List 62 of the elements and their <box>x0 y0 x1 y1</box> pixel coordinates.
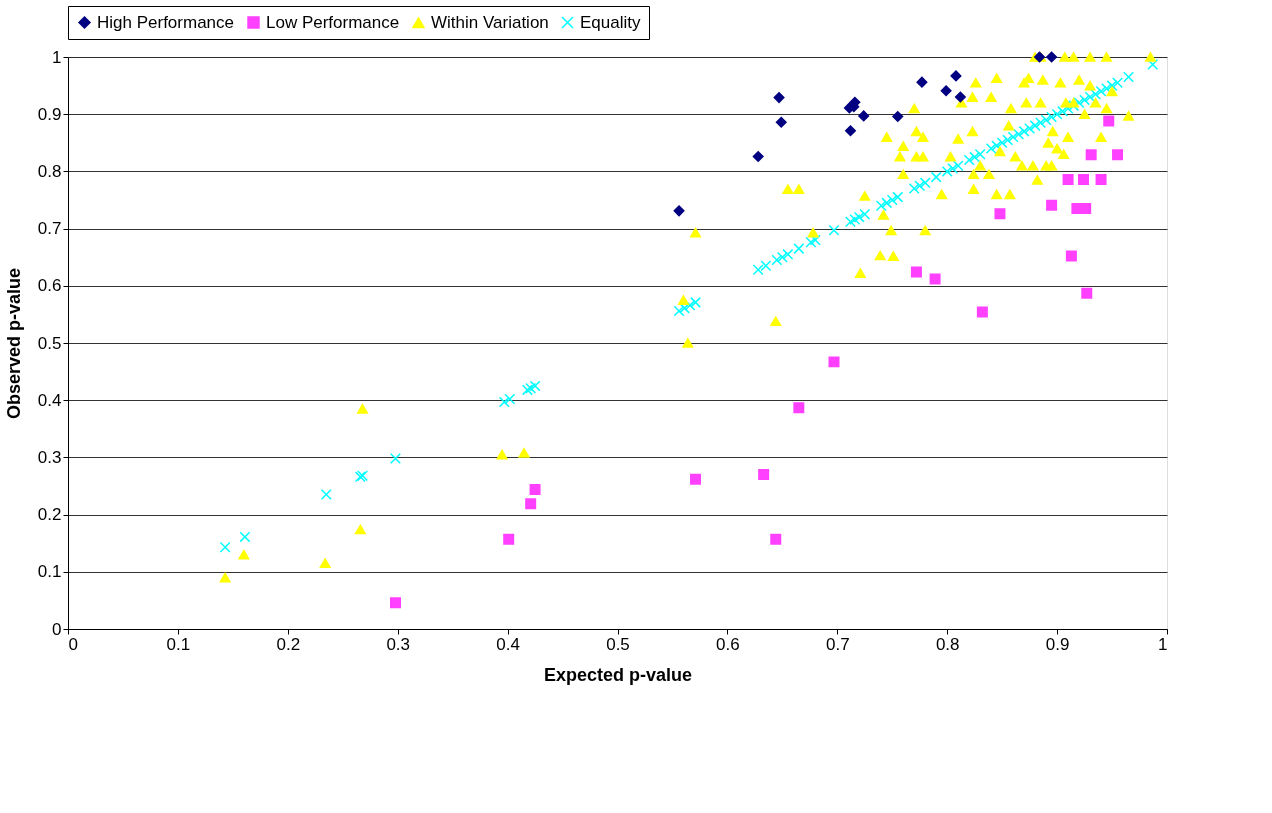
point <box>793 402 805 414</box>
point <box>1103 115 1115 127</box>
point <box>752 151 764 163</box>
legend-label: Low Performance <box>266 12 400 32</box>
point <box>529 483 541 495</box>
y-tick-label: 0.3 <box>37 447 62 467</box>
x-tick-label: 0.1 <box>166 634 191 654</box>
point <box>1095 173 1107 185</box>
point <box>950 70 962 82</box>
point <box>940 85 952 97</box>
point <box>1077 173 1089 185</box>
y-tick-label: 0.6 <box>37 276 62 296</box>
point <box>844 125 856 137</box>
y-tick-label: 0.4 <box>37 390 62 410</box>
point <box>976 306 988 318</box>
y-tick-label: 0.8 <box>37 161 62 181</box>
point <box>1085 149 1097 161</box>
point <box>892 110 904 122</box>
x-tick-label: 0.4 <box>496 634 520 654</box>
x-tick-label: 0.9 <box>1045 634 1070 654</box>
point <box>828 356 840 368</box>
y-tick-label: 0.1 <box>37 562 62 582</box>
point <box>503 533 515 545</box>
x-tick-label: 0.5 <box>606 634 630 654</box>
x-tick-label: 1 <box>1158 634 1168 654</box>
point <box>1112 149 1124 161</box>
y-tick-label: 0.9 <box>37 104 62 124</box>
y-tick-label: 0.5 <box>37 333 62 353</box>
point <box>858 110 870 122</box>
y-tick-label: 1 <box>52 47 62 67</box>
legend-label: Within Variation <box>431 12 549 32</box>
point <box>954 91 966 103</box>
point <box>673 205 685 217</box>
x-tick-label: 0.2 <box>276 634 301 654</box>
x-tick-label: 0.6 <box>716 634 740 654</box>
y-tick-label: 0.7 <box>37 219 62 239</box>
point <box>690 473 702 485</box>
point <box>994 208 1006 220</box>
point <box>390 597 401 609</box>
point <box>1046 51 1058 63</box>
x-axis-title: Expected p-value <box>543 664 693 685</box>
point <box>525 498 537 510</box>
point <box>929 273 941 285</box>
x-tick-label: 0.7 <box>825 634 850 654</box>
point <box>910 266 922 278</box>
y-tick-label: 0.2 <box>37 505 62 525</box>
point <box>1081 287 1093 299</box>
y-axis-title: Observed p-value <box>3 267 24 420</box>
x-tick-label: 0.3 <box>386 634 411 654</box>
point <box>758 469 770 481</box>
point <box>770 533 782 545</box>
point <box>916 76 928 88</box>
legend-label: High Performance <box>97 12 235 32</box>
legend-label: Equality <box>580 12 641 32</box>
point <box>1065 250 1077 262</box>
point <box>1062 173 1074 185</box>
x-tick-label: 0 <box>68 634 78 654</box>
x-tick-label: 0.8 <box>935 634 960 654</box>
y-tick-label: 0 <box>52 619 62 639</box>
point <box>775 116 787 128</box>
point <box>1046 199 1058 211</box>
point <box>773 92 785 104</box>
